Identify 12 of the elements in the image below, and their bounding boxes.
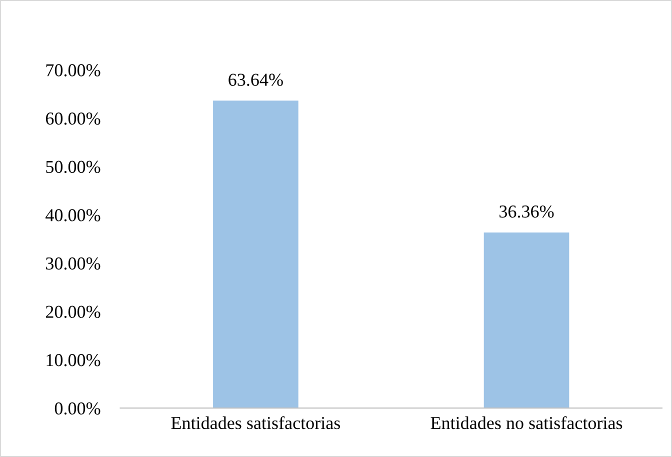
y-tick-label: 40.00%: [46, 209, 100, 222]
y-tick-label: 60.00%: [46, 112, 100, 125]
data-label: 63.64%: [228, 74, 283, 86]
y-tick-label: 30.00%: [46, 257, 100, 270]
data-label: 36.36%: [500, 205, 554, 218]
y-tick-label: 70.00%: [46, 64, 100, 76]
x-tick-label: Entidades satisfactorias: [171, 416, 340, 430]
y-tick-label: 20.00%: [46, 306, 100, 318]
y-tick-label: 0.00%: [54, 402, 100, 415]
y-tick-label: 10.00%: [46, 354, 100, 366]
y-tick-label: 50.00%: [46, 160, 100, 174]
x-tick-label: Entidades no satisfactorias: [430, 416, 622, 430]
